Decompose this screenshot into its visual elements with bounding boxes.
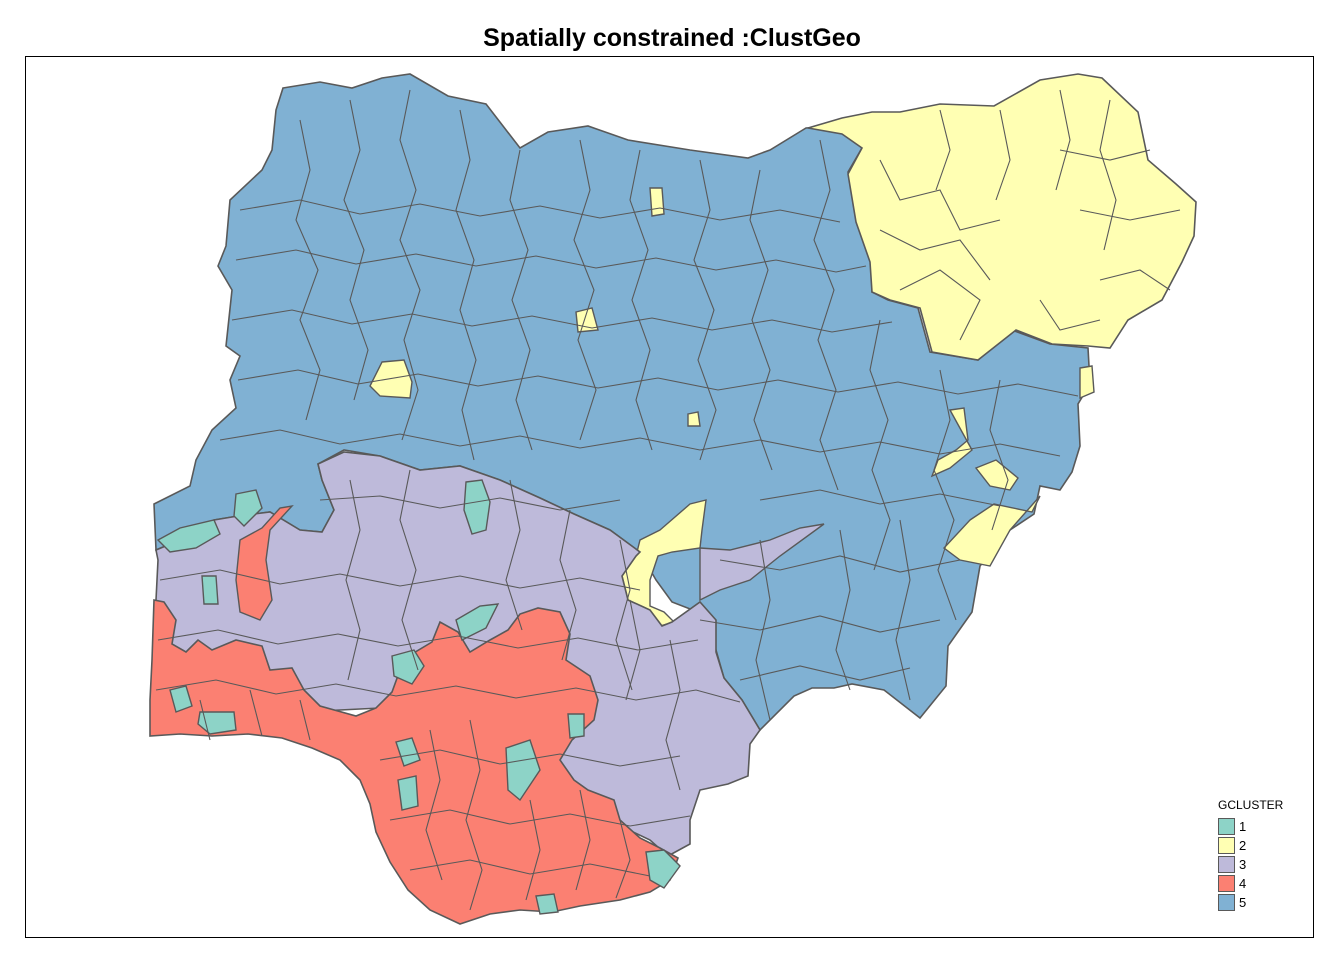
legend-item-3: 3	[1218, 855, 1283, 874]
legend-swatch	[1218, 818, 1235, 835]
legend-swatch	[1218, 894, 1235, 911]
cluster-1-central-a	[463, 479, 491, 535]
cluster-2-region	[369, 73, 1197, 627]
cluster-1-coast-c	[535, 893, 559, 915]
legend-item-5: 5	[1218, 893, 1283, 912]
cluster-2-central-c	[649, 187, 665, 217]
cluster-2-northeast-region	[807, 73, 1197, 361]
legend-item-4: 4	[1218, 874, 1283, 893]
legend-item-2: 2	[1218, 836, 1283, 855]
cluster-1-delta-b	[397, 775, 419, 811]
cluster-1-delta-a	[395, 737, 421, 767]
cluster-2-east-strip-d	[942, 495, 1041, 567]
cluster-1-west-b	[156, 519, 221, 553]
legend-swatch	[1218, 875, 1235, 892]
cluster-2-east-strip-b	[930, 407, 973, 478]
legend-title: GCLUSTER	[1218, 798, 1284, 812]
cluster-3-east-tail	[699, 523, 825, 602]
legend-label: 1	[1239, 819, 1247, 834]
cluster-1-central-c	[391, 649, 425, 685]
map-title: Spatially constrained :ClustGeo	[483, 24, 861, 52]
cluster-2-central-d	[687, 411, 701, 427]
legend-swatch	[1218, 856, 1235, 873]
cluster-1-coast-a	[169, 685, 193, 713]
legend-label: 5	[1239, 895, 1247, 910]
cluster-1-delta-c	[505, 739, 541, 802]
cluster-2-east-strip-a	[1079, 365, 1095, 400]
map-frame	[25, 56, 1314, 938]
legend-item-1: 1	[1218, 817, 1283, 836]
legend-label: 3	[1239, 857, 1247, 872]
district-boundaries	[155, 89, 1181, 911]
cluster-1-delta-d	[567, 713, 585, 739]
cluster-4-west-strip	[235, 504, 294, 621]
cluster-1-west-c	[201, 575, 219, 605]
cluster-1-region	[156, 479, 681, 915]
cluster-1-west-a	[233, 489, 263, 527]
map-legend: GCLUSTER 1 2 3 4 5	[1218, 798, 1283, 912]
legend-swatch	[1218, 837, 1235, 854]
legend-label: 2	[1239, 838, 1247, 853]
legend-label: 4	[1239, 876, 1247, 891]
